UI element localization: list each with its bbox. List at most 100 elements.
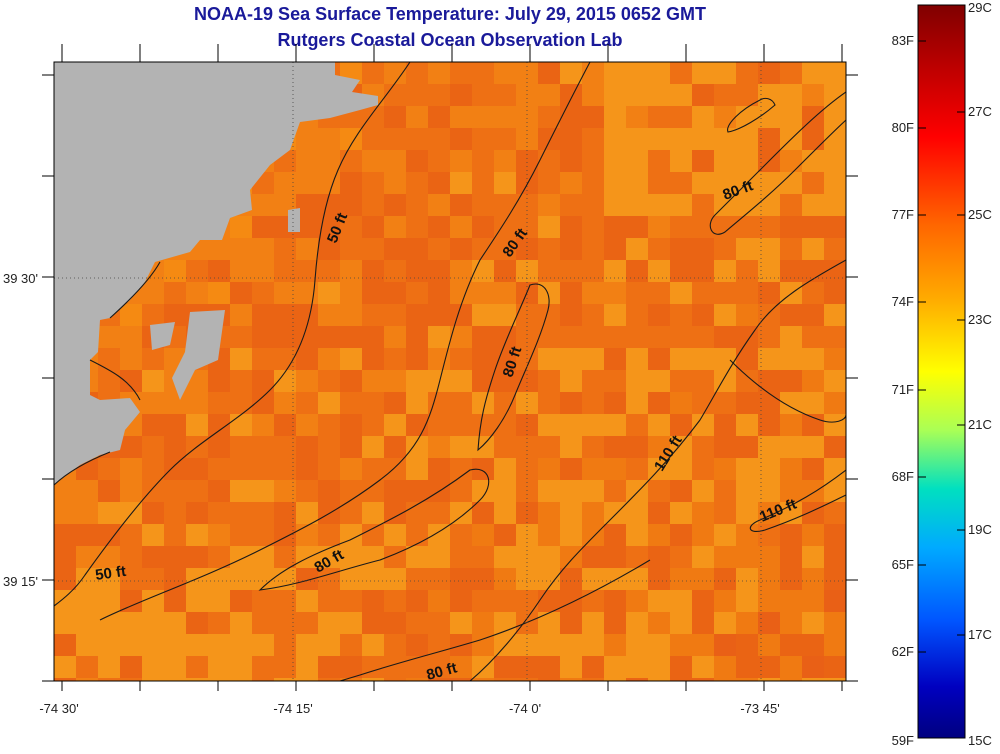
sst-pixel bbox=[670, 216, 692, 238]
sst-pixel bbox=[208, 502, 230, 524]
sst-pixel bbox=[450, 194, 472, 216]
sst-pixel bbox=[758, 260, 780, 282]
sst-pixel bbox=[824, 436, 846, 458]
sst-pixel bbox=[252, 458, 274, 480]
sst-pixel bbox=[670, 106, 692, 128]
sst-pixel bbox=[758, 414, 780, 436]
sst-pixel bbox=[472, 502, 494, 524]
sst-pixel bbox=[472, 634, 494, 656]
sst-pixel bbox=[164, 414, 186, 436]
sst-pixel bbox=[582, 656, 604, 678]
sst-pixel bbox=[274, 304, 296, 326]
sst-pixel bbox=[406, 238, 428, 260]
sst-pixel bbox=[142, 634, 164, 656]
sst-pixel bbox=[582, 348, 604, 370]
sst-pixel bbox=[604, 260, 626, 282]
sst-pixel bbox=[582, 216, 604, 238]
sst-pixel bbox=[692, 612, 714, 634]
sst-pixel bbox=[186, 612, 208, 634]
sst-pixel bbox=[318, 238, 340, 260]
sst-pixel bbox=[648, 414, 670, 436]
sst-pixel bbox=[758, 128, 780, 150]
sst-pixel bbox=[164, 392, 186, 414]
lon-label: -73 45' bbox=[740, 701, 779, 716]
sst-pixel bbox=[450, 392, 472, 414]
sst-pixel bbox=[362, 282, 384, 304]
sst-pixel bbox=[76, 524, 98, 546]
sst-pixel bbox=[824, 414, 846, 436]
sst-pixel bbox=[736, 590, 758, 612]
sst-pixel bbox=[714, 348, 736, 370]
sst-pixel bbox=[252, 546, 274, 568]
sst-pixel bbox=[604, 458, 626, 480]
sst-pixel bbox=[340, 458, 362, 480]
sst-pixel bbox=[560, 194, 582, 216]
sst-pixel bbox=[384, 62, 406, 84]
sst-pixel bbox=[252, 326, 274, 348]
sst-pixel bbox=[274, 590, 296, 612]
sst-pixel bbox=[626, 480, 648, 502]
sst-pixel bbox=[516, 678, 538, 681]
sst-pixel bbox=[450, 326, 472, 348]
sst-pixel bbox=[450, 304, 472, 326]
contour-50ft bbox=[54, 62, 411, 607]
sst-pixel bbox=[450, 590, 472, 612]
sst-pixel bbox=[604, 238, 626, 260]
sst-pixel bbox=[802, 590, 824, 612]
sst-pixel bbox=[362, 612, 384, 634]
sst-pixel bbox=[450, 436, 472, 458]
sst-pixel bbox=[582, 194, 604, 216]
sst-pixel bbox=[428, 62, 450, 84]
sst-pixel bbox=[780, 436, 802, 458]
sst-pixel bbox=[538, 458, 560, 480]
sst-pixel bbox=[538, 678, 560, 681]
colorbar-gradient bbox=[917, 4, 966, 739]
sst-pixel bbox=[560, 502, 582, 524]
sst-pixel bbox=[472, 458, 494, 480]
sst-pixel bbox=[472, 128, 494, 150]
sst-pixel bbox=[648, 348, 670, 370]
sst-pixel bbox=[560, 128, 582, 150]
sst-pixel bbox=[802, 656, 824, 678]
colorbar-label-c: 23C bbox=[968, 312, 992, 327]
sst-pixel bbox=[560, 370, 582, 392]
sst-pixel bbox=[186, 546, 208, 568]
graticule bbox=[54, 62, 846, 681]
sst-pixel bbox=[296, 656, 318, 678]
sst-pixel bbox=[494, 62, 516, 84]
sst-pixel bbox=[758, 194, 780, 216]
colorbar-label-f: 74F bbox=[892, 294, 914, 309]
sst-pixel bbox=[362, 480, 384, 502]
sst-pixel bbox=[340, 304, 362, 326]
sst-pixel bbox=[758, 524, 780, 546]
land-patch bbox=[150, 322, 175, 350]
sst-pixel bbox=[230, 656, 252, 678]
sst-pixel bbox=[692, 392, 714, 414]
sst-pixel bbox=[494, 524, 516, 546]
sst-pixel bbox=[494, 414, 516, 436]
sst-pixel bbox=[384, 106, 406, 128]
contour-80ft-lower bbox=[258, 468, 490, 591]
contour-80ft-loop bbox=[477, 283, 550, 452]
sst-pixel bbox=[142, 656, 164, 678]
sst-pixel bbox=[692, 260, 714, 282]
sst-pixel bbox=[318, 260, 340, 282]
sst-pixel bbox=[648, 612, 670, 634]
sst-pixel bbox=[758, 62, 780, 84]
sst-pixel bbox=[714, 260, 736, 282]
sst-pixel bbox=[406, 524, 428, 546]
sst-pixel bbox=[604, 84, 626, 106]
sst-pixel bbox=[274, 370, 296, 392]
sst-pixel bbox=[824, 458, 846, 480]
sst-pixel bbox=[758, 304, 780, 326]
sst-pixel bbox=[230, 436, 252, 458]
colorbar-label-f: 83F bbox=[892, 33, 914, 48]
sst-pixel bbox=[362, 392, 384, 414]
sst-pixel bbox=[142, 568, 164, 590]
sst-pixel bbox=[780, 106, 802, 128]
sst-pixel bbox=[736, 326, 758, 348]
sst-pixel bbox=[76, 612, 98, 634]
sst-pixel bbox=[450, 128, 472, 150]
sst-pixel bbox=[714, 458, 736, 480]
sst-pixel bbox=[406, 62, 428, 84]
